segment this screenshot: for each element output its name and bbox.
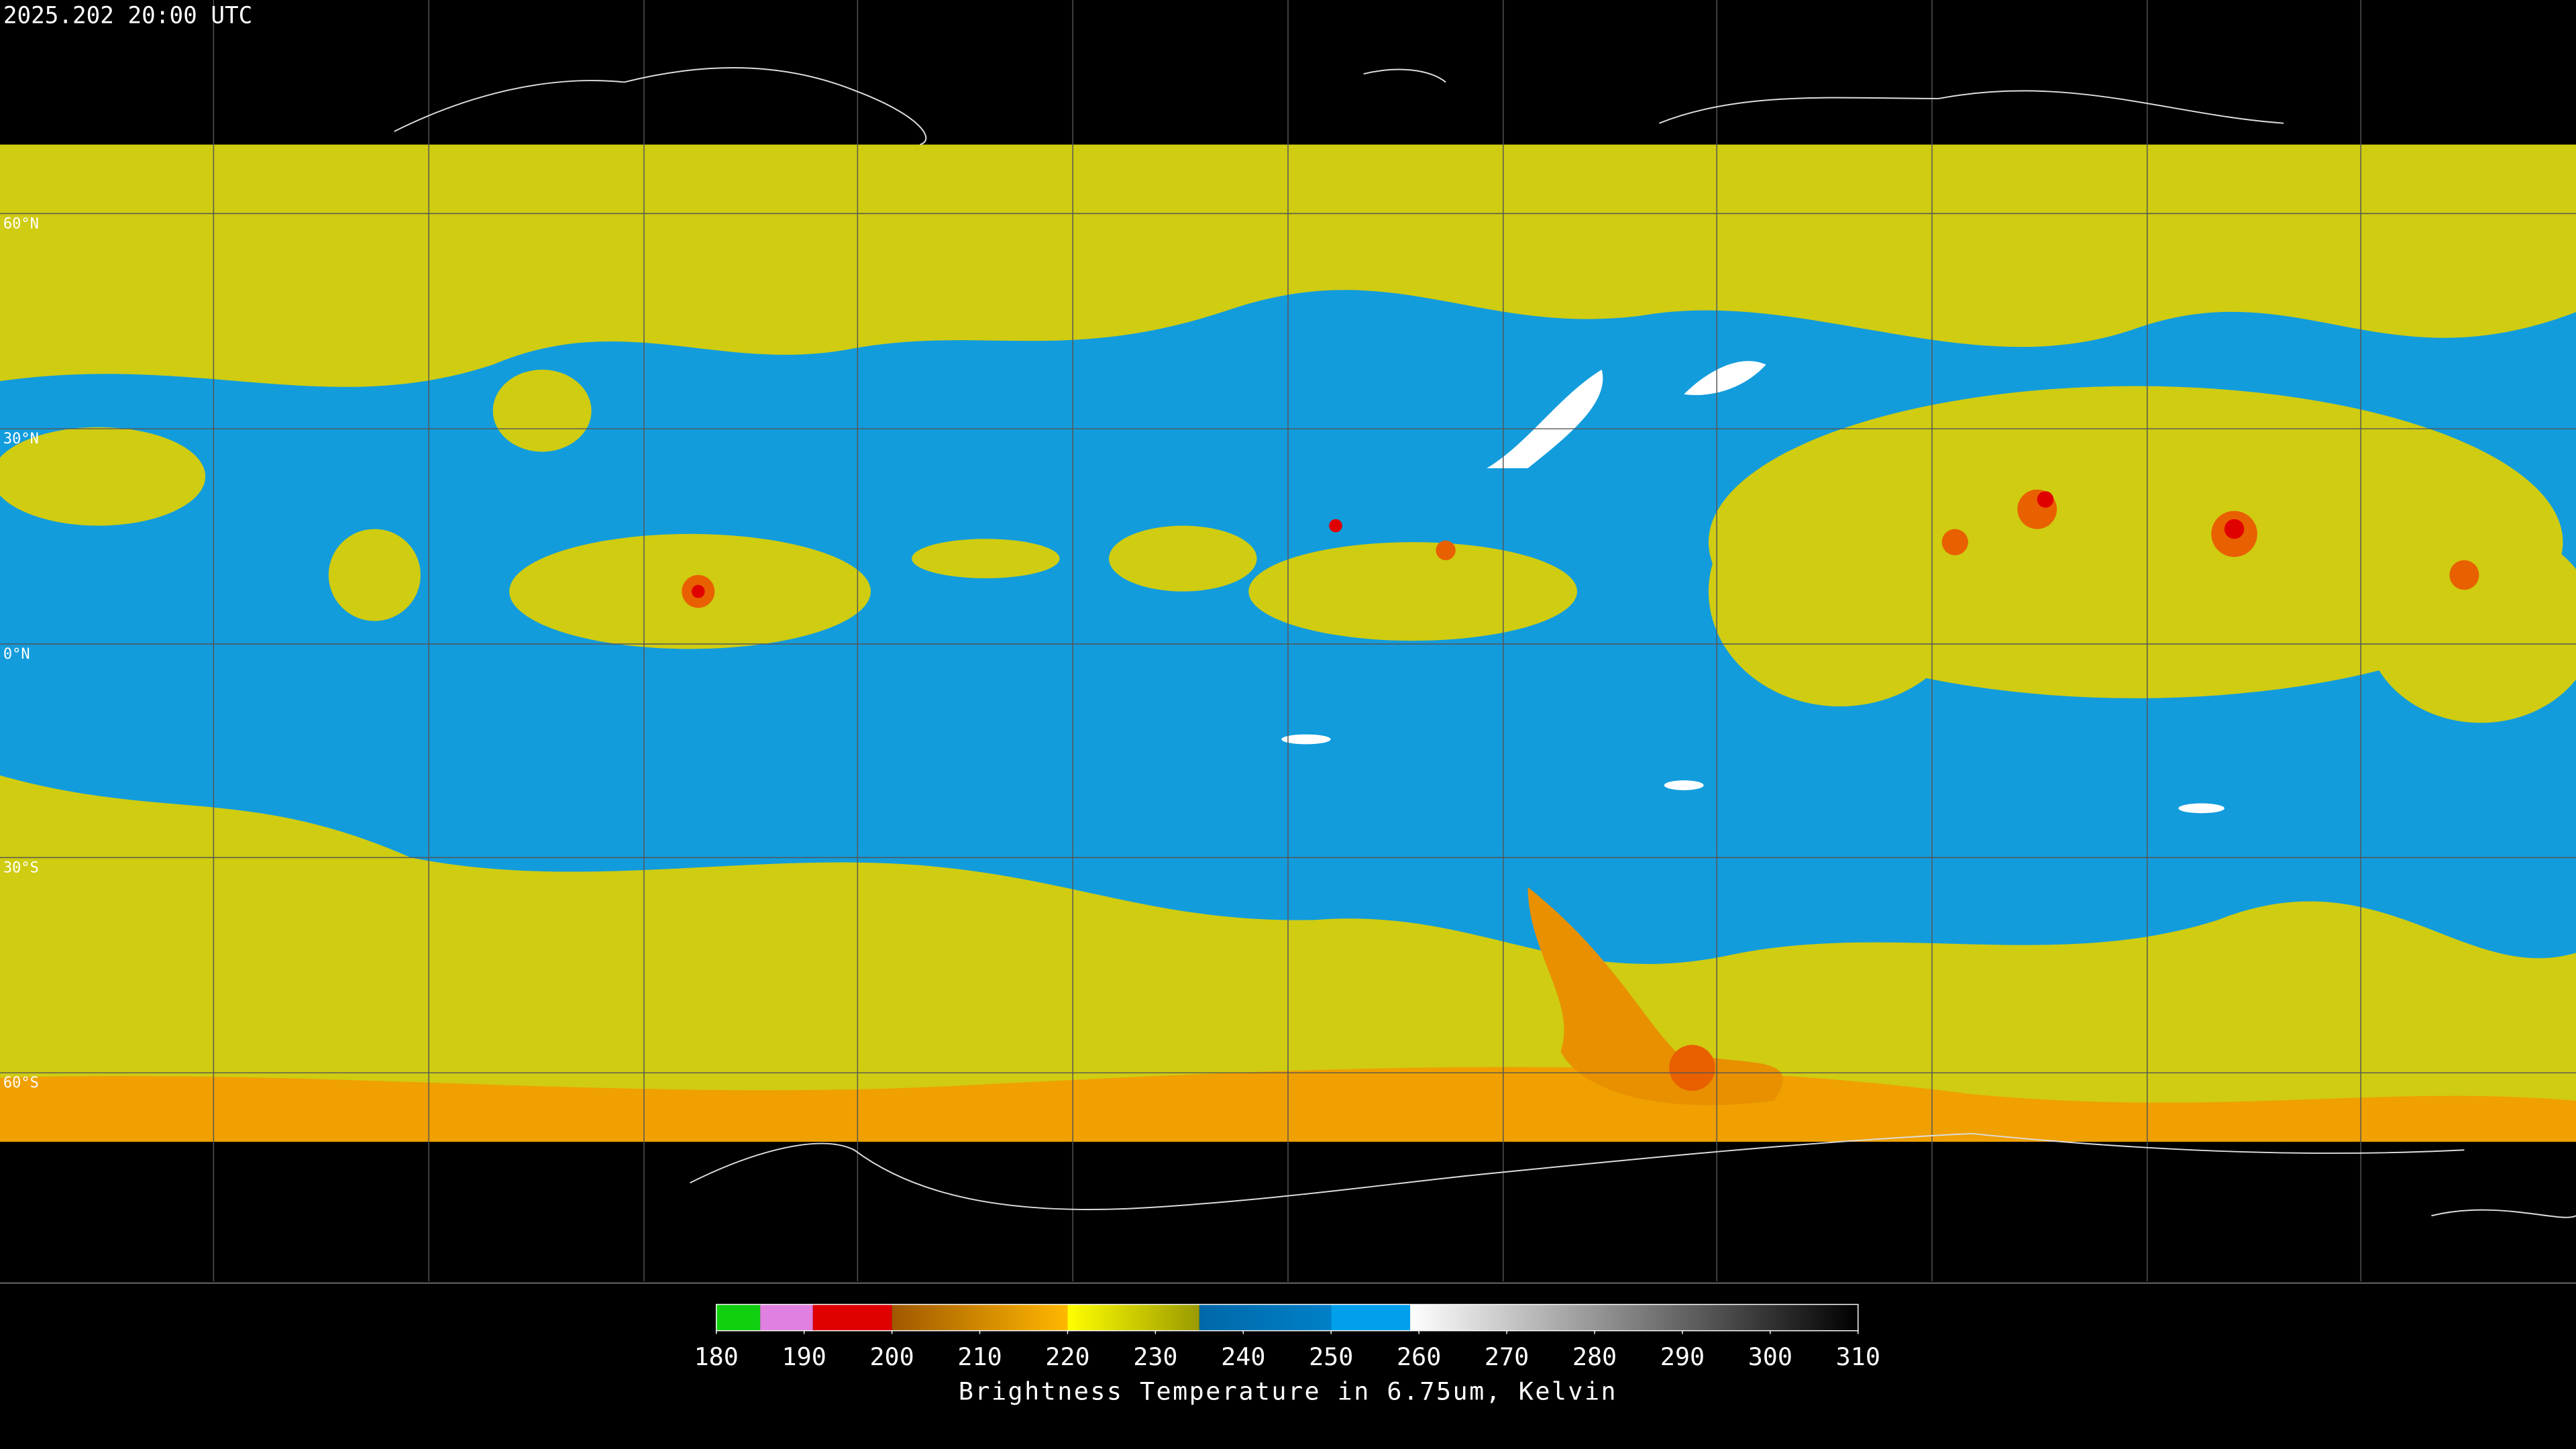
colorbar-frame	[716, 1303, 1859, 1332]
very-dry-air	[1281, 361, 2224, 814]
map: 60°N 30°N 0°N 30°S 60°S	[0, 0, 2576, 1284]
pacific-cyclone	[328, 529, 421, 621]
pacific-moisture	[492, 370, 592, 452]
colorbar-tick-label: 260	[1397, 1342, 1441, 1371]
colorbar-tick-label: 300	[1748, 1342, 1792, 1371]
colorbar-tick-label: 180	[694, 1342, 739, 1371]
timestamp: 2025.202 20:00 UTC	[3, 2, 252, 29]
colorbar-segment	[1199, 1304, 1332, 1331]
colorbar-title: Brightness Temperature in 6.75um, Kelvin	[959, 1377, 1617, 1406]
pacific-moisture	[0, 427, 206, 526]
colorbar-segment	[760, 1304, 813, 1331]
coastlines	[394, 67, 2576, 1218]
lat-label: 60°S	[3, 1075, 39, 1091]
colorbar-segment	[1331, 1304, 1411, 1331]
colorbar-segment	[1410, 1304, 1858, 1331]
colorbar-tick-label: 310	[1836, 1342, 1880, 1371]
colorbar-segment	[1067, 1304, 1199, 1331]
atlantic-convection	[1109, 525, 1257, 592]
colorbar-tick-label: 270	[1485, 1342, 1529, 1371]
colorbar-tick-label: 240	[1221, 1342, 1265, 1371]
southern-ocean-storm	[1527, 887, 1783, 1106]
colorbar-tick-label: 280	[1572, 1342, 1617, 1371]
colorbar-segment	[716, 1304, 761, 1331]
colorbar-tick-label: 210	[957, 1342, 1002, 1371]
graticule	[0, 0, 2576, 1284]
colorbar-tick-label: 220	[1045, 1342, 1089, 1371]
colorbar-tick-label: 290	[1660, 1342, 1705, 1371]
colorbar-segment	[812, 1304, 892, 1331]
lat-label: 60°N	[3, 215, 39, 232]
colorbar-tick-label: 230	[1133, 1342, 1177, 1371]
lat-label: 30°S	[3, 859, 39, 876]
colorbar-tick-label: 200	[869, 1342, 914, 1371]
colorbar-segment	[892, 1304, 1068, 1331]
colorbar-tick-label: 250	[1309, 1342, 1353, 1371]
cold-tops	[692, 491, 2245, 598]
indian-monsoon	[1708, 476, 1972, 707]
atlantic-convection	[912, 539, 1060, 579]
africa-convection	[1248, 542, 1578, 641]
pacific-convection	[2365, 525, 2576, 723]
lat-label: 0°N	[3, 646, 30, 663]
colorbar: 180 190 200 210 220 230 240 250 260 270 280 290 300 3…	[694, 1303, 1880, 1371]
colorbar-tick-label: 190	[782, 1342, 826, 1371]
lat-label: 30°N	[3, 431, 39, 447]
